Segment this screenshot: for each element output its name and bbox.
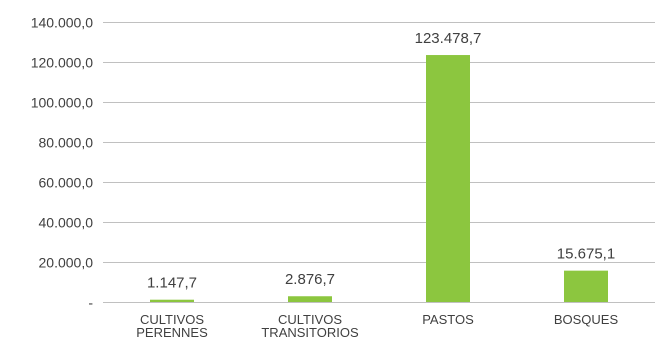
data-label: 1.147,7 <box>147 275 197 292</box>
grid-lines <box>103 22 655 303</box>
y-tick-label: 80.000,0 <box>39 135 94 151</box>
bar <box>150 299 194 302</box>
data-label: 2.876,7 <box>285 271 335 288</box>
bars <box>150 55 608 302</box>
y-axis-tick-labels: - 20.000,0 40.000,0 60.000,0 80.000,0 100.000… <box>31 15 94 311</box>
y-tick-label: 140.000,0 <box>31 15 93 31</box>
y-tick-label: 40.000,0 <box>39 215 94 231</box>
bar <box>426 55 470 302</box>
y-tick-label: - <box>88 295 93 311</box>
bar <box>564 270 608 302</box>
category-label: BOSQUES <box>554 312 619 327</box>
data-label: 15.675,1 <box>557 246 615 263</box>
category-label: PASTOS <box>422 312 474 327</box>
category-label: CULTIVOS PERENNES <box>136 312 208 340</box>
data-label: 123.478,7 <box>415 30 482 47</box>
y-tick-label: 60.000,0 <box>39 175 94 191</box>
bar <box>288 296 332 302</box>
y-tick-label: 100.000,0 <box>31 95 93 111</box>
data-labels: 1.147,7 2.876,7 123.478,7 15.675,1 <box>147 30 615 292</box>
y-tick-label: 120.000,0 <box>31 55 93 71</box>
category-labels: CULTIVOS PERENNES CULTIVOS TRANSITORIOS PAST… <box>136 312 618 340</box>
y-tick-label: 20.000,0 <box>39 255 94 271</box>
category-label: CULTIVOS TRANSITORIOS <box>261 312 359 340</box>
